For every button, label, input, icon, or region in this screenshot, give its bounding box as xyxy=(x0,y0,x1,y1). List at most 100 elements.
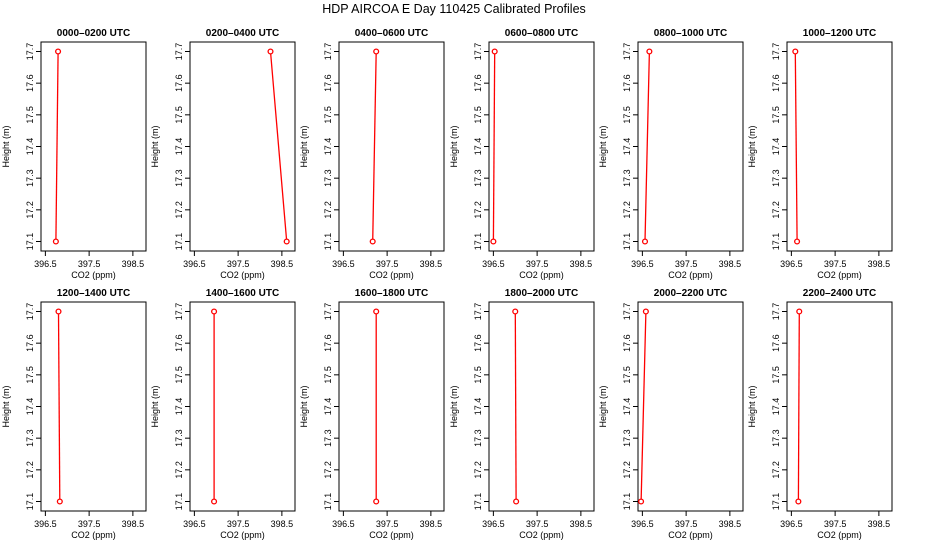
y-tick-label: 17.3 xyxy=(771,429,781,447)
y-tick-label: 17.7 xyxy=(323,43,333,61)
x-tick-label: 396.5 xyxy=(183,519,206,529)
y-tick-label: 17.2 xyxy=(25,201,35,219)
x-tick-label: 397.5 xyxy=(824,519,847,529)
y-tick-label: 17.6 xyxy=(622,74,632,92)
y-tick-label: 17.1 xyxy=(771,493,781,511)
x-tick-label: 396.5 xyxy=(631,259,654,269)
profile-point xyxy=(795,498,802,505)
y-tick-label: 17.1 xyxy=(622,493,632,511)
x-axis-label: CO2 (ppm) xyxy=(220,270,265,280)
y-tick-label: 17.6 xyxy=(771,74,781,92)
profile-point xyxy=(373,498,380,505)
x-tick-label: 396.5 xyxy=(482,519,505,529)
y-tick-label: 17.6 xyxy=(323,334,333,352)
y-tick-label: 17.7 xyxy=(25,303,35,321)
y-tick-label: 17.2 xyxy=(473,201,483,219)
panel-title: 1400–1600 UTC xyxy=(206,288,279,299)
y-tick-label: 17.3 xyxy=(323,169,333,187)
y-tick-label: 17.1 xyxy=(323,493,333,511)
y-tick-label: 17.1 xyxy=(25,493,35,511)
panel-title: 0200–0400 UTC xyxy=(206,28,279,39)
y-tick-label: 17.7 xyxy=(473,43,483,61)
chart-panel: 0200–0400 UTC 396.5 397.5 398.5 17.1 17.2 17.3… xyxy=(150,28,296,280)
x-tick-label: 397.5 xyxy=(376,519,399,529)
y-tick-label: 17.7 xyxy=(174,43,184,61)
x-tick-label: 396.5 xyxy=(780,519,803,529)
profile-point xyxy=(794,238,801,245)
x-tick-label: 396.5 xyxy=(631,519,654,529)
profile-point xyxy=(513,498,520,505)
y-tick-label: 17.1 xyxy=(323,233,333,251)
profile-point xyxy=(796,308,803,315)
y-tick-label: 17.3 xyxy=(25,169,35,187)
x-tick-label: 397.5 xyxy=(78,259,101,269)
y-tick-label: 17.4 xyxy=(622,398,632,416)
y-tick-label: 17.5 xyxy=(25,366,35,384)
chart-panel: 0400–0600 UTC 396.5 397.5 398.5 17.1 17.2 17.3… xyxy=(299,28,445,280)
y-tick-label: 17.4 xyxy=(174,398,184,416)
y-tick-label: 17.2 xyxy=(323,201,333,219)
profile-point xyxy=(211,498,218,505)
chart-panel: 1000–1200 UTC 396.5 397.5 398.5 17.1 17.2 17.3… xyxy=(747,28,893,280)
y-tick-label: 17.5 xyxy=(622,366,632,384)
y-tick-label: 17.6 xyxy=(473,74,483,92)
y-tick-label: 17.7 xyxy=(771,303,781,321)
y-tick-label: 17.3 xyxy=(622,429,632,447)
panel-title: 2200–2400 UTC xyxy=(803,288,876,299)
y-tick-label: 17.4 xyxy=(323,138,333,156)
x-tick-label: 398.5 xyxy=(868,259,891,269)
y-tick-label: 17.7 xyxy=(771,43,781,61)
y-tick-label: 17.4 xyxy=(323,398,333,416)
profile-point xyxy=(646,48,653,55)
x-axis-label: CO2 (ppm) xyxy=(519,530,564,540)
x-tick-label: 397.5 xyxy=(376,259,399,269)
y-tick-label: 17.1 xyxy=(473,493,483,511)
profile-line xyxy=(640,311,647,502)
x-tick-label: 398.5 xyxy=(719,259,742,269)
chart-panel: 1800–2000 UTC 396.5 397.5 398.5 17.1 17.2 17.3… xyxy=(449,288,595,540)
profile-point xyxy=(267,48,274,55)
y-tick-label: 17.5 xyxy=(174,106,184,124)
y-tick-label: 17.6 xyxy=(622,334,632,352)
x-tick-label: 396.5 xyxy=(34,259,57,269)
panel-title: 1200–1400 UTC xyxy=(57,288,130,299)
x-axis-label: CO2 (ppm) xyxy=(817,530,862,540)
profile-line xyxy=(797,311,800,502)
x-axis-label: CO2 (ppm) xyxy=(220,530,265,540)
y-tick-label: 17.7 xyxy=(622,303,632,321)
y-tick-label: 17.3 xyxy=(473,169,483,187)
profile-line xyxy=(794,51,798,242)
y-axis-label: Height (m) xyxy=(449,125,459,167)
panel-title: 0600–0800 UTC xyxy=(505,28,578,39)
x-tick-label: 398.5 xyxy=(420,519,443,529)
y-tick-label: 17.7 xyxy=(25,43,35,61)
y-tick-label: 17.1 xyxy=(25,233,35,251)
chart-panel: 1400–1600 UTC 396.5 397.5 398.5 17.1 17.2 17.3… xyxy=(150,288,296,540)
profile-point xyxy=(211,308,218,315)
panel-grid: 0000–0200 UTC 396.5 397.5 398.5 17.1 17.2 17.3… xyxy=(1,28,893,540)
y-tick-label: 17.3 xyxy=(174,169,184,187)
profile-point xyxy=(491,48,498,55)
y-tick-label: 17.2 xyxy=(771,201,781,219)
x-axis-label: CO2 (ppm) xyxy=(519,270,564,280)
x-tick-label: 397.5 xyxy=(227,519,250,529)
x-tick-label: 397.5 xyxy=(526,259,549,269)
y-tick-label: 17.2 xyxy=(622,461,632,479)
y-axis-label: Height (m) xyxy=(598,125,608,167)
panel-title: 1600–1800 UTC xyxy=(355,288,428,299)
profile-line xyxy=(57,311,61,502)
profile-point xyxy=(55,48,62,55)
y-tick-label: 17.5 xyxy=(771,106,781,124)
y-tick-label: 17.4 xyxy=(473,398,483,416)
y-tick-label: 17.4 xyxy=(771,398,781,416)
y-tick-label: 17.3 xyxy=(622,169,632,187)
y-tick-label: 17.2 xyxy=(473,461,483,479)
y-axis-label: Height (m) xyxy=(747,125,757,167)
y-tick-label: 17.7 xyxy=(622,43,632,61)
x-tick-label: 398.5 xyxy=(420,259,443,269)
y-tick-label: 17.5 xyxy=(323,106,333,124)
y-tick-label: 17.3 xyxy=(25,429,35,447)
profile-point xyxy=(792,48,799,55)
